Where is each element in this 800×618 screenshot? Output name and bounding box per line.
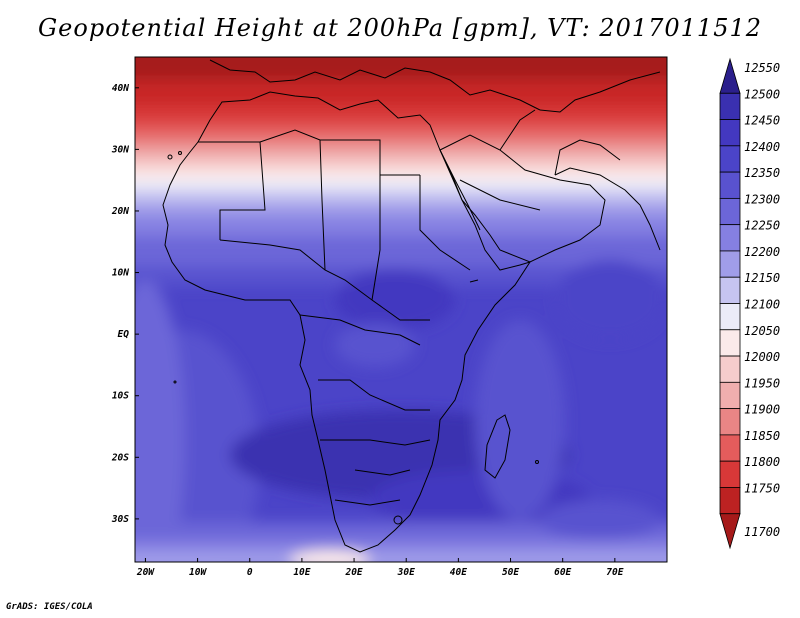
lon-tick-label: 50E xyxy=(502,567,519,578)
credit-text: GrADS: IGES/COLA xyxy=(6,602,93,612)
lat-tick-label: EQ xyxy=(118,329,130,340)
colorbar-level-label: 12450 xyxy=(744,114,780,128)
lat-tick-label: 30S xyxy=(111,514,129,525)
colorbar-level-label: 12400 xyxy=(744,140,780,154)
colorbar-level-label: 11750 xyxy=(744,481,780,495)
colorbar-swatch xyxy=(719,460,741,488)
colorbar-level-label: 11800 xyxy=(744,455,780,469)
plot-frame xyxy=(134,56,668,563)
lon-tick-label: 10E xyxy=(293,567,310,578)
lat-tick-label: 30N xyxy=(111,144,129,155)
colorbar-level-label: 12500 xyxy=(744,87,780,101)
lon-tick-label: 20E xyxy=(344,567,362,578)
lon-tick-label: 30E xyxy=(397,567,415,578)
colorbar-level-label: 12250 xyxy=(744,219,780,233)
lat-tick-label: 10N xyxy=(112,268,129,279)
colorbar-swatch xyxy=(719,92,741,120)
colorbar-level-label: 11900 xyxy=(744,403,780,417)
chart-title: Geopotential Height at 200hPa [gpm], VT:… xyxy=(38,14,762,42)
lon-tick-label: 10W xyxy=(189,567,207,578)
colorbar-level-label: 12550 xyxy=(744,61,780,75)
colorbar-level-label: 12150 xyxy=(744,271,780,285)
lat-tick-label: 20S xyxy=(111,452,129,463)
latitude-axis: 40N 30N 20N 10N EQ 10S 20S 30S xyxy=(111,83,139,525)
colorbar-swatch xyxy=(719,119,741,147)
colorbar-arrow-bottom xyxy=(719,513,741,550)
colorbar-swatch xyxy=(719,250,741,278)
colorbar-swatch xyxy=(719,381,741,410)
lon-tick-label: 40E xyxy=(450,567,467,578)
colorbar-swatch xyxy=(719,171,741,199)
lat-tick-label: 10S xyxy=(112,391,129,402)
colorbar-level-label: 11850 xyxy=(744,429,780,443)
lon-tick-label: 60E xyxy=(554,567,571,578)
colorbar-swatch xyxy=(719,197,741,226)
lon-tick-label: 20W xyxy=(136,567,155,578)
colorbar-swatch xyxy=(719,329,741,357)
colorbar-level-label: 11700 xyxy=(744,525,780,539)
colorbar-swatch xyxy=(719,224,741,252)
lon-tick-label: 0 xyxy=(247,567,253,578)
colorbar-swatch xyxy=(719,145,741,173)
colorbar-swatch xyxy=(719,276,741,304)
colorbar-swatch xyxy=(719,434,741,462)
longitude-axis: 20W 10W 0 10E 20E 30E 40E 50E 60E 70E xyxy=(136,558,624,578)
colorbar-level-label: 11950 xyxy=(744,376,780,390)
coastlines xyxy=(162,59,661,553)
colorbar-swatch xyxy=(719,487,741,515)
lat-tick-label: 20N xyxy=(111,206,129,217)
colorbar-level-label: 12300 xyxy=(744,192,780,206)
colorbar-level-label: 12000 xyxy=(744,350,780,364)
colorbar-arrow-top xyxy=(719,57,741,94)
colorbar-level-label: 12350 xyxy=(744,166,780,180)
colorbar-level-label: 12200 xyxy=(744,245,780,259)
colorbar-level-label: 12050 xyxy=(744,324,780,338)
lat-tick-label: 40N xyxy=(112,83,129,94)
colorbar: 12550 12500 12450 12400 12350 12300 12250 12200… xyxy=(719,57,780,550)
colorbar-swatch xyxy=(719,355,741,383)
colorbar-swatch xyxy=(719,303,741,331)
lon-tick-label: 70E xyxy=(606,567,623,578)
colorbar-swatch xyxy=(719,408,741,436)
colorbar-level-label: 12100 xyxy=(744,298,780,312)
